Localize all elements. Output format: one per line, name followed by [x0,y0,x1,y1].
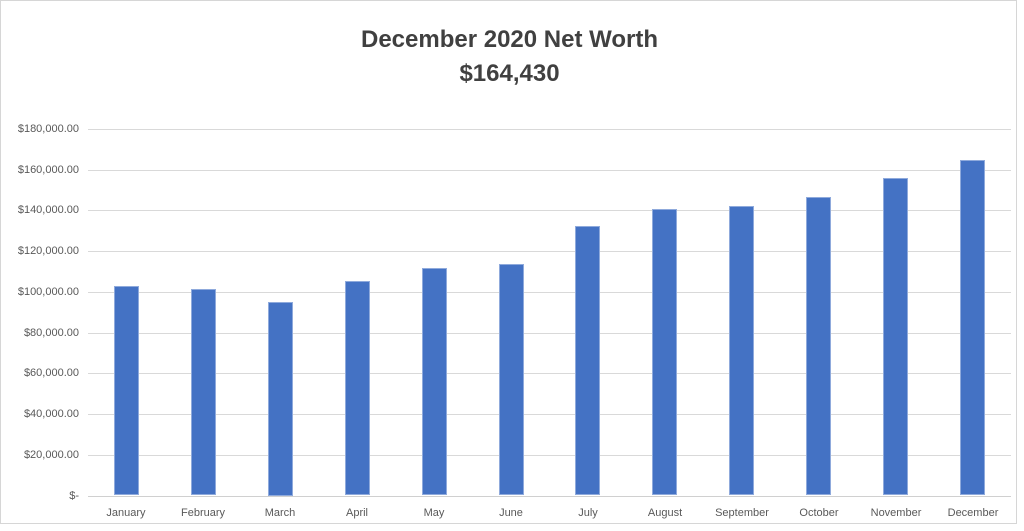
y-axis-tick-label: $120,000.00 [17,245,79,257]
y-axis-tick-label: $100,000.00 [17,286,79,298]
x-axis-tick-label: June [499,507,523,519]
bar-august [652,209,677,496]
y-axis-tick-label: $40,000.00 [23,408,79,420]
bar-march [268,301,293,496]
gridline [88,209,1011,211]
bar-april [345,281,370,496]
gridline [88,291,1011,293]
bar-january [114,285,139,496]
y-axis-tick-label: $20,000.00 [23,449,79,461]
bar-june [499,263,524,496]
bar-november [883,177,908,496]
bar-october [806,196,831,496]
x-axis-tick-label: September [715,507,769,519]
x-axis-tick-label: November [870,507,922,519]
gridline [88,372,1011,374]
bar-february [191,288,216,496]
bar-may [422,267,447,496]
x-axis-tick-label: January [106,507,146,519]
y-axis-tick-label: $140,000.00 [17,204,79,216]
y-axis-tick-label: $180,000.00 [17,123,79,135]
x-axis-tick-label: March [264,507,296,519]
y-axis-tick-label: $160,000.00 [17,164,79,176]
y-axis-tick-label: $- [69,490,79,502]
x-axis-tick-label: October [799,507,839,519]
x-axis-tick-label: February [180,507,226,519]
gridline [88,454,1011,456]
x-axis-tick-label: August [647,507,683,519]
x-axis-tick-label: July [578,507,598,519]
gridline [88,128,1011,130]
y-axis-tick-label: $80,000.00 [23,327,79,339]
gridline [88,169,1011,171]
gridline [88,250,1011,252]
x-axis-tick-label: December [947,507,999,519]
bar-december [960,160,985,496]
x-axis-line [88,495,1011,497]
bar-september [729,206,754,496]
x-axis-tick-label: April [345,507,368,519]
x-axis-tick-label: May [423,507,445,519]
gridline [88,332,1011,334]
bar-july [575,225,600,496]
y-axis-tick-label: $60,000.00 [23,367,79,379]
gridline [88,413,1011,415]
